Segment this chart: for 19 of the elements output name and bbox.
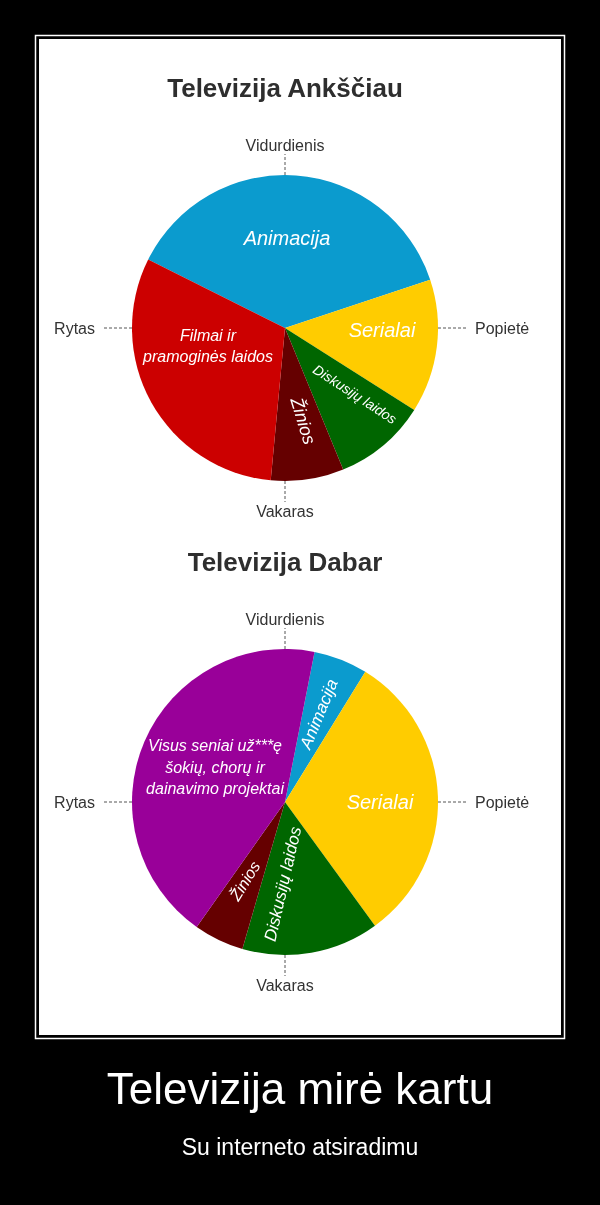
- text: Vidurdienis: [245, 610, 325, 628]
- text: Vakaras: [256, 502, 314, 520]
- text: Popietė: [475, 793, 530, 811]
- text: Rytas: [54, 319, 95, 337]
- text: Vakaras: [256, 976, 314, 994]
- text: Su interneto atsiradimu: [181, 1134, 419, 1160]
- slice-label: Serialai: [346, 791, 414, 813]
- slice-label: Serialai: [348, 319, 416, 341]
- pie-slice: [132, 259, 285, 481]
- chart-title: Televizija Dabar: [187, 547, 383, 577]
- text: Rytas: [54, 793, 95, 811]
- text: Popietė: [475, 319, 530, 337]
- slice-label: Animacija: [242, 227, 331, 249]
- text: Vidurdienis: [245, 136, 325, 154]
- chart-title: Televizija Ankščiau: [167, 73, 403, 103]
- slice-label: Filmai ir pramoginės laidos: [142, 326, 273, 366]
- text: Televizija mirė kartu: [106, 1064, 494, 1113]
- slice-label: Žinios: [286, 394, 320, 447]
- slice-label: Visus seniai už***ę šokių, chorų ir dainavimo projektai: [146, 736, 285, 798]
